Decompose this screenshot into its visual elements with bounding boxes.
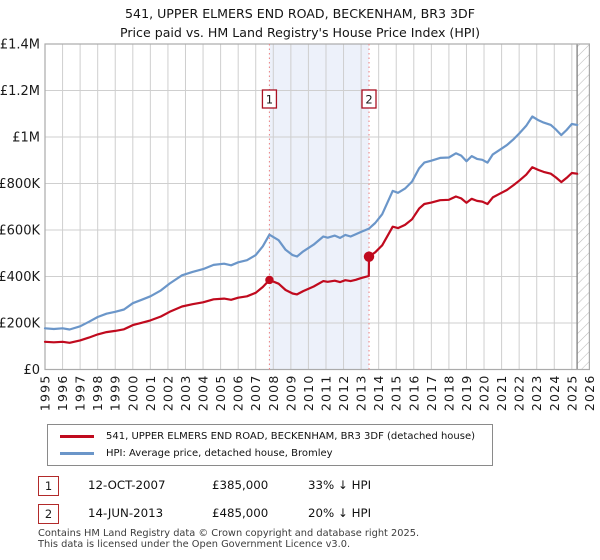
- transaction-2-marker: 2: [38, 504, 59, 524]
- transaction-row-1: 1 12-OCT-2007 £385,000 33% ↓ HPI: [0, 476, 600, 498]
- chart-title: 541, UPPER ELMERS END ROAD, BECKENHAM, B…: [0, 5, 600, 43]
- x-tick-label: 2024: [547, 375, 562, 412]
- x-tick-label: 2018: [441, 375, 456, 412]
- x-tick-label: 2014: [371, 375, 386, 412]
- y-tick-label: £0: [23, 363, 40, 378]
- transaction-1-date: 12-OCT-2007: [88, 478, 166, 492]
- x-tick-label: 2010: [301, 375, 316, 412]
- y-tick-label: £800K: [0, 177, 40, 192]
- transaction-1-vs-hpi: 33% ↓ HPI: [308, 478, 372, 492]
- sale-2-dot: [363, 251, 375, 262]
- x-tick-label: 2007: [248, 375, 263, 412]
- x-tick-label: 1999: [108, 375, 123, 412]
- transaction-2-date: 14-JUN-2013: [88, 506, 164, 520]
- x-tick-label: 2022: [512, 375, 527, 412]
- y-tick-label: £1.4M: [0, 38, 40, 53]
- x-tick-label: 2006: [231, 375, 246, 412]
- x-tick-label: 2002: [160, 375, 175, 412]
- price-history-chart: 1 2 £0 £200K £400K £600K £800K £1M £1.2M £1.4M 199…: [0, 38, 597, 412]
- license-line-2: This data is licensed under the Open Gov…: [38, 538, 351, 550]
- page-subtitle: Price paid vs. HM Land Registry's House …: [119, 24, 481, 40]
- x-tick-label: 2009: [283, 375, 298, 412]
- x-tick-label: 2026: [582, 375, 597, 412]
- blue-line-swatch: [60, 452, 94, 455]
- transaction-2-price: £485,000: [212, 506, 269, 520]
- x-tick-label: 2025: [564, 375, 579, 412]
- x-tick-label: 2020: [477, 375, 492, 412]
- transaction-2-vs-hpi: 20% ↓ HPI: [308, 506, 372, 520]
- x-tick-label: 2005: [213, 375, 228, 412]
- legend-label-property: 541, UPPER ELMERS END ROAD, BECKENHAM, B…: [106, 431, 476, 442]
- hpi-line: [43, 115, 579, 331]
- x-tick-label: 2001: [143, 375, 158, 412]
- x-tick-label: 2015: [389, 375, 404, 412]
- y-tick-label: £200K: [0, 317, 40, 332]
- legend-label-hpi: HPI: Average price, detached house, Brom…: [106, 448, 333, 459]
- transaction-1-price: £385,000: [212, 478, 269, 492]
- x-tick-label: 2003: [178, 375, 193, 412]
- x-tick-label: 2011: [318, 375, 333, 412]
- chart-legend: 541, UPPER ELMERS END ROAD, BECKENHAM, B…: [47, 424, 493, 466]
- x-tick-label: 1996: [55, 375, 70, 412]
- sale-1-marker-box: [261, 89, 278, 109]
- chart-canvas: 1 2 £0 £200K £400K £600K £800K £1M £1.2M £1.4M 199…: [0, 38, 597, 412]
- y-tick-label: £1M: [12, 131, 40, 146]
- page-title: 541, UPPER ELMERS END ROAD, BECKENHAM, B…: [125, 6, 475, 21]
- x-tick-label: 2012: [336, 375, 351, 412]
- red-line-swatch: [60, 435, 94, 438]
- svg-text:2: 2: [365, 93, 372, 107]
- future-hatch-region: [577, 44, 590, 370]
- x-tick-label: 1998: [90, 375, 105, 412]
- x-tick-label: 2019: [459, 375, 474, 412]
- x-tick-label: 1995: [38, 375, 53, 412]
- x-tick-label: 2013: [354, 375, 369, 412]
- y-tick-label: £600K: [0, 224, 40, 239]
- legend-item-hpi: HPI: Average price, detached house, Brom…: [48, 447, 492, 461]
- x-tick-label: 2017: [424, 375, 439, 412]
- x-tick-label: 2000: [125, 375, 140, 412]
- license-note: Contains HM Land Registry data © Crown c…: [38, 528, 420, 551]
- y-tick-label: £1.2M: [0, 84, 40, 99]
- x-tick-label: 2004: [196, 375, 211, 412]
- transaction-row-2: 2 14-JUN-2013 £485,000 20% ↓ HPI: [0, 504, 600, 526]
- x-tick-label: 2016: [406, 375, 421, 412]
- legend-item-property: 541, UPPER ELMERS END ROAD, BECKENHAM, B…: [48, 430, 492, 444]
- y-tick-label: £400K: [0, 270, 40, 285]
- price-paid-line: [43, 166, 579, 344]
- transaction-1-marker: 1: [38, 476, 59, 496]
- x-tick-label: 2021: [494, 375, 509, 412]
- x-tick-label: 1997: [73, 375, 88, 412]
- between-sales-shading: [269, 44, 370, 370]
- x-tick-label: 2023: [529, 375, 544, 412]
- svg-text:1: 1: [266, 93, 273, 107]
- x-tick-label: 2008: [266, 375, 281, 412]
- sale-2-marker-box: [361, 89, 377, 109]
- license-line-1: Contains HM Land Registry data © Crown c…: [38, 528, 420, 539]
- sale-1-dot: [265, 275, 274, 285]
